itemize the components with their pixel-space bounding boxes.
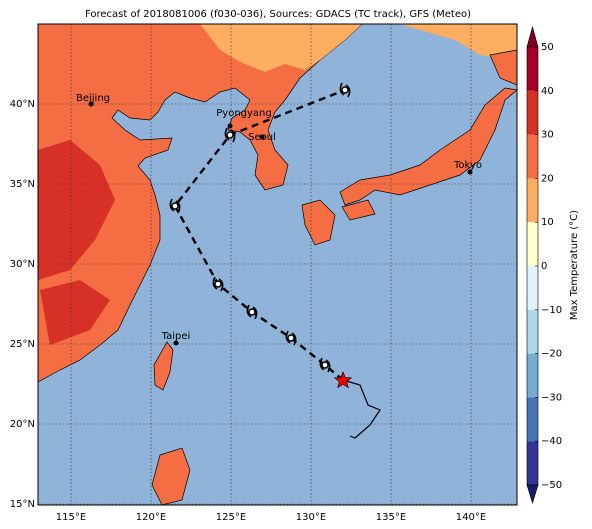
colorbar-band: [527, 441, 538, 485]
lat-label: 40°N: [10, 99, 35, 110]
city-label: Beijing: [76, 93, 110, 104]
storm-track-forecast: [342, 379, 381, 439]
city-dot: [467, 169, 473, 175]
shikoku: [341, 199, 376, 221]
storm-symbol: [212, 276, 224, 292]
storm-eye: [248, 308, 256, 316]
colorbar-tick-label: 40: [541, 86, 554, 97]
city-dot: [227, 123, 233, 129]
colorbar-tick-label: −30: [541, 392, 562, 403]
lon-label: 130°E: [296, 512, 326, 523]
hainan: [151, 447, 191, 505]
storm-symbol: [246, 304, 258, 320]
mainland: [38, 24, 363, 383]
colorbar-extend: [526, 484, 539, 505]
storm-eye: [171, 202, 179, 210]
lon-label: 140°E: [456, 512, 486, 523]
colorbar-band: [527, 222, 538, 266]
lat-label: 30°N: [10, 259, 35, 270]
hot-region: [38, 140, 115, 280]
map-frame: [37, 23, 518, 506]
storm-symbol: [339, 82, 351, 98]
map-title: Forecast of 2018081006 (f030-036), Sourc…: [85, 9, 471, 20]
colorbar-tick-label: −10: [541, 305, 562, 316]
storm-symbol: [169, 198, 181, 214]
lat-label: 20°N: [10, 419, 35, 430]
colorbar-band: [527, 353, 538, 398]
city-dot: [259, 134, 265, 140]
hot-region: [40, 280, 110, 345]
storm-eye: [287, 334, 295, 342]
colorbar-extend: [526, 25, 539, 48]
colorbar-tick-label: −40: [541, 436, 562, 447]
colorbar-tick-label: 30: [541, 130, 554, 141]
lon-label: 125°E: [216, 512, 246, 523]
hokkaido: [489, 49, 517, 86]
colorbar-band: [527, 309, 538, 354]
colorbar-band: [527, 90, 538, 135]
colorbar-tick-label: 20: [541, 173, 554, 184]
honshu: [339, 87, 517, 206]
storm-symbol: [224, 127, 236, 143]
colorbar-band: [527, 47, 538, 91]
storm-position: [333, 371, 353, 389]
storm-symbols: [169, 82, 351, 373]
colorbar-tick-label: 0: [541, 261, 547, 272]
colorbar-band: [527, 134, 538, 179]
north-land: [200, 24, 362, 72]
city-label: Pyongyang: [216, 108, 271, 119]
lon-label: 115°E: [56, 512, 86, 523]
lat-label: 35°N: [10, 179, 35, 190]
kyushu: [301, 199, 336, 246]
colorbar-band: [527, 266, 538, 310]
storm-symbol: [319, 357, 331, 373]
colorbar-tick-label: 50: [541, 42, 554, 53]
storm-eye: [341, 86, 349, 94]
cities: Beijing Pyongyang Seoul Tokyo Taipei: [76, 93, 482, 346]
lon-label: 120°E: [136, 512, 166, 523]
map-area: Beijing Pyongyang Seoul Tokyo Taipei: [38, 24, 517, 505]
storm-eye: [214, 280, 222, 288]
storm-eye: [226, 131, 234, 139]
colorbar-tick-label: −20: [541, 349, 562, 360]
lat-label: 25°N: [10, 339, 35, 350]
city-dot: [173, 340, 179, 346]
colorbar-tick-label: 10: [541, 217, 554, 228]
city-label: Taipei: [161, 331, 191, 342]
colorbar: 50 40 30 20 10 0 −10 −20 −30 −40 −50: [526, 25, 562, 505]
lon-label: 135°E: [376, 512, 406, 523]
storm-symbol: [285, 330, 297, 346]
storm-track: [173, 88, 346, 381]
city-label: Tokyo: [453, 160, 482, 171]
taiwan: [153, 341, 174, 391]
storm-eye: [321, 361, 329, 369]
colorbar-tick-label: −50: [541, 480, 562, 491]
colorbar-label: Max Temperature (°C): [569, 210, 580, 320]
north-land: [400, 24, 517, 60]
city-label: Seoul: [248, 132, 276, 143]
lat-label: 15°N: [10, 499, 35, 510]
graticule: [38, 24, 517, 505]
city-dot: [88, 101, 94, 107]
colorbar-band: [527, 178, 538, 223]
colorbar-band: [527, 397, 538, 442]
